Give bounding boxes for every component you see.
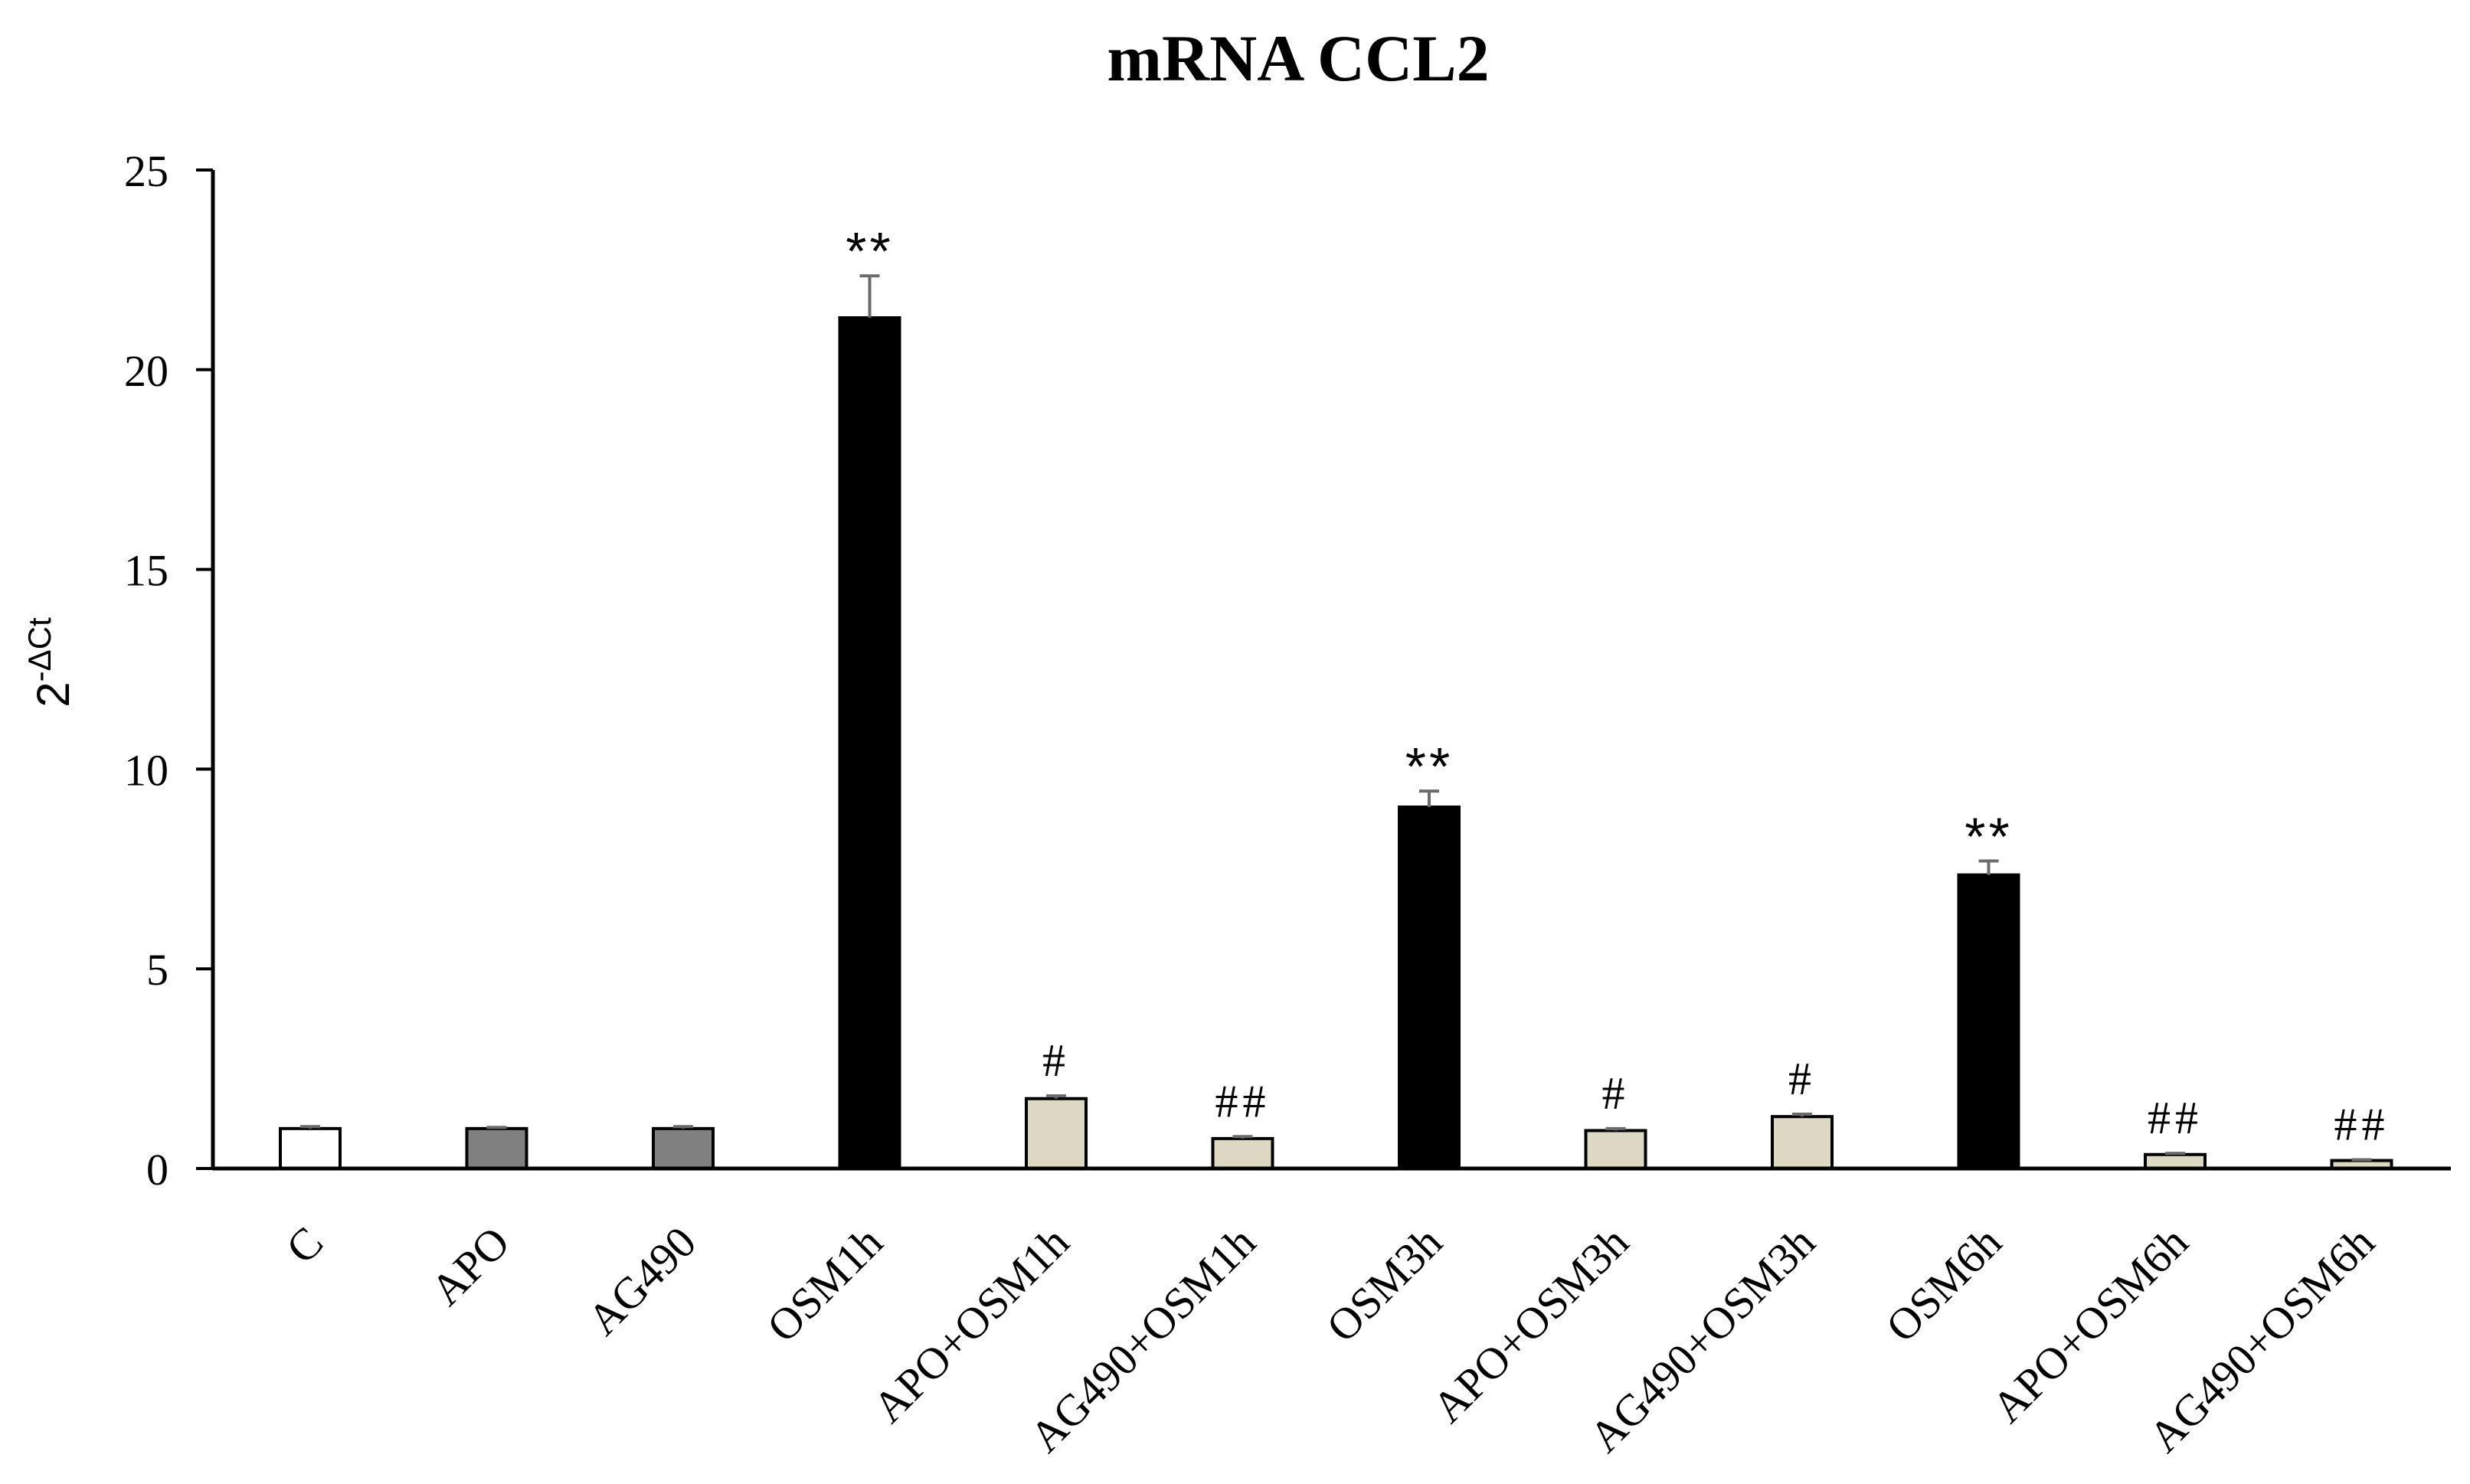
x-tick-label: C xyxy=(276,1217,332,1273)
significance-label: ** xyxy=(1405,737,1453,796)
bars: **###**# #**## ## xyxy=(279,221,2393,1171)
x-tick-label: AG490 xyxy=(577,1217,705,1345)
x-tick-label: OSM6h xyxy=(1876,1217,2011,1352)
y-tick-label: 10 xyxy=(124,745,168,795)
x-tick-label: OSM3h xyxy=(1317,1217,1451,1352)
y-tick-label: 15 xyxy=(124,546,168,596)
y-tick-label: 5 xyxy=(146,945,168,995)
bar xyxy=(1398,805,1461,1171)
significance-label: ** xyxy=(1965,806,2012,866)
y-axis-label-base: 2 xyxy=(28,682,79,707)
significance-label: ** xyxy=(846,221,893,281)
significance-label: # xyxy=(1788,1054,1816,1104)
chart-title: mRNA CCL2 xyxy=(1107,21,1489,95)
significance-label: ## xyxy=(1215,1076,1271,1126)
bar xyxy=(1957,873,2020,1171)
bar xyxy=(465,1126,528,1170)
bar xyxy=(652,1126,715,1170)
y-axis-label-superscript: -ΔCt xyxy=(21,617,57,682)
significance-label: ## xyxy=(2334,1100,2390,1150)
bar xyxy=(2144,1152,2207,1171)
y-tick-label: 0 xyxy=(146,1145,168,1195)
significance-label: # xyxy=(1042,1035,1070,1086)
x-tick-label: APO xyxy=(421,1217,519,1315)
x-tick-label: OSM1h xyxy=(757,1217,892,1352)
bar xyxy=(1771,1115,1834,1171)
bar xyxy=(1211,1136,1274,1171)
y-axis-ticks: 0 5 10 15 20 25 xyxy=(124,146,213,1195)
y-tick-label: 25 xyxy=(124,146,168,196)
significance-label: # xyxy=(1602,1068,1630,1119)
svg-text:2-ΔCt: 2-ΔCt xyxy=(21,617,79,708)
y-tick-label: 20 xyxy=(124,346,168,396)
bar xyxy=(1025,1097,1088,1170)
significance-label: ## xyxy=(2148,1093,2203,1143)
bar xyxy=(838,315,901,1171)
bar xyxy=(279,1126,342,1170)
y-axis-label: 2-ΔCt xyxy=(21,617,79,708)
bar xyxy=(1584,1129,1647,1170)
